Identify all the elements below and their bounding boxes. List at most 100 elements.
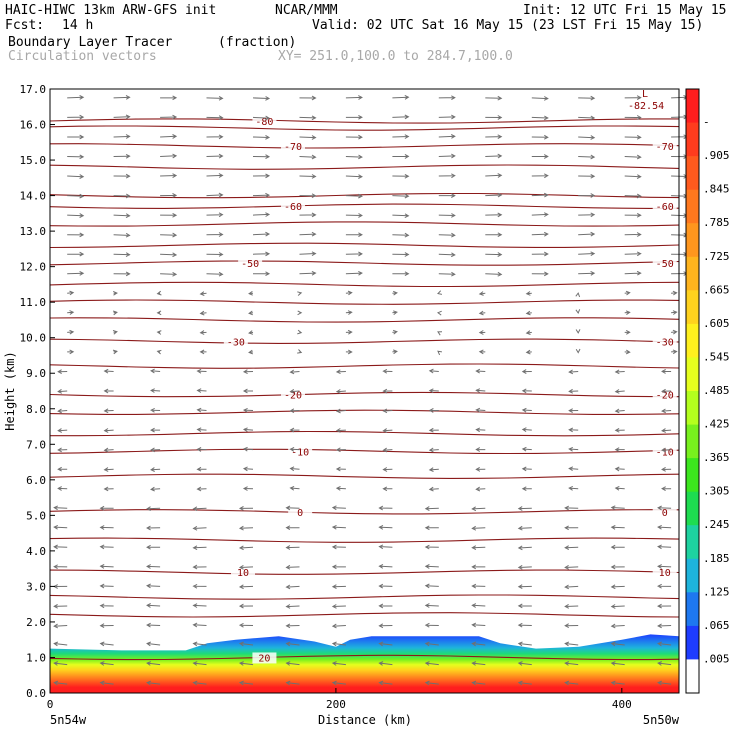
wind-vector bbox=[438, 252, 456, 258]
wind-vector bbox=[242, 407, 254, 413]
wind-vector bbox=[485, 95, 503, 101]
wind-vector bbox=[113, 95, 131, 100]
wind-vector bbox=[610, 661, 625, 666]
wind-vector bbox=[285, 661, 300, 666]
wind-vector bbox=[156, 310, 162, 316]
wind-vector bbox=[428, 388, 439, 394]
wind-vector bbox=[661, 369, 672, 374]
wind-vector bbox=[624, 251, 642, 257]
wind-vector bbox=[564, 641, 579, 647]
wind-vector bbox=[424, 680, 439, 686]
colorbar-label: .185 bbox=[703, 552, 730, 565]
wind-vector bbox=[99, 544, 114, 550]
wind-vector bbox=[146, 583, 161, 589]
wind-vector bbox=[146, 564, 161, 569]
wind-vector bbox=[661, 388, 672, 394]
wind-vector bbox=[475, 407, 486, 413]
colorbar-swatch bbox=[686, 424, 699, 459]
wind-vector bbox=[564, 584, 579, 590]
wind-vector bbox=[242, 446, 254, 452]
y-tick-label: 16.0 bbox=[20, 119, 47, 132]
wind-vector bbox=[160, 212, 178, 218]
wind-vector bbox=[238, 584, 254, 590]
colorbar-label: .605 bbox=[703, 317, 730, 330]
colorbar-label: .725 bbox=[703, 250, 730, 263]
colorbar-swatch bbox=[686, 256, 699, 291]
wind-vector bbox=[289, 427, 300, 433]
wind-vector bbox=[196, 486, 207, 492]
wind-vector bbox=[192, 641, 207, 647]
wind-vector bbox=[299, 193, 317, 199]
wind-vector bbox=[345, 193, 363, 199]
wind-vector bbox=[160, 271, 178, 277]
colorbar-swatch bbox=[686, 122, 699, 157]
boundary-layer-tracer-fill bbox=[50, 634, 679, 693]
wind-vector bbox=[146, 603, 161, 608]
isotherm-line bbox=[49, 409, 680, 415]
y-tick-label: 5.0 bbox=[26, 509, 46, 522]
wind-vector bbox=[485, 212, 503, 218]
wind-vector bbox=[525, 330, 532, 335]
wind-vector bbox=[67, 251, 85, 257]
wind-vector bbox=[521, 407, 532, 413]
colorbar-swatch bbox=[686, 592, 699, 627]
wind-vector bbox=[624, 95, 642, 100]
wind-vector bbox=[428, 368, 439, 374]
wind-vector bbox=[564, 525, 579, 531]
y-tick-label: 6.0 bbox=[26, 474, 46, 487]
wind-vector bbox=[113, 252, 131, 257]
wind-vector bbox=[424, 583, 439, 589]
wind-vector bbox=[289, 408, 300, 414]
wind-vector bbox=[671, 310, 678, 315]
wind-vector bbox=[156, 290, 162, 296]
wind-vector bbox=[252, 134, 271, 140]
valid-time: Valid: 02 UTC Sat 16 May 15 (23 LST Fri … bbox=[312, 18, 704, 33]
wind-vector bbox=[531, 173, 549, 179]
colorbar-label: .845 bbox=[703, 183, 730, 196]
colorbar-swatch bbox=[686, 156, 699, 191]
wind-vector bbox=[575, 348, 581, 354]
wind-vector bbox=[67, 174, 85, 179]
wind-vector bbox=[285, 623, 300, 629]
wind-vector bbox=[624, 193, 642, 199]
isotherm-line bbox=[49, 612, 680, 618]
wind-vector bbox=[378, 505, 393, 511]
isotherm-label-bg bbox=[281, 201, 306, 213]
wind-vector bbox=[428, 447, 439, 453]
wind-vector bbox=[610, 641, 625, 647]
wind-vector bbox=[661, 486, 672, 492]
wind-vector bbox=[67, 134, 85, 140]
wind-vector bbox=[192, 680, 207, 686]
wind-vector bbox=[531, 115, 549, 121]
wind-vector bbox=[67, 329, 75, 335]
wind-vector bbox=[103, 447, 114, 453]
wind-vector bbox=[661, 408, 672, 414]
wind-vector bbox=[99, 623, 114, 628]
wind-vector bbox=[345, 174, 363, 179]
isotherm-label: -50 bbox=[656, 259, 674, 270]
wind-vector bbox=[150, 407, 161, 413]
wind-vector bbox=[146, 622, 161, 628]
wind-vector bbox=[392, 329, 398, 335]
isotherm-line bbox=[49, 448, 680, 455]
isotherm-label-bg bbox=[652, 567, 677, 579]
isotherm-label-bg bbox=[281, 389, 306, 401]
wind-vector bbox=[471, 506, 486, 512]
isotherm-label: -10 bbox=[656, 447, 674, 458]
wind-vector bbox=[438, 134, 456, 139]
wind-vector bbox=[392, 94, 410, 100]
y-tick-label: 4.0 bbox=[26, 545, 46, 558]
wind-vector bbox=[238, 603, 254, 609]
wind-vector bbox=[575, 329, 581, 334]
isotherm-label-bg bbox=[652, 336, 677, 348]
colorbar-label: .065 bbox=[703, 619, 730, 632]
wind-vector bbox=[517, 564, 532, 570]
wind-vector bbox=[521, 446, 532, 452]
wind-vector bbox=[657, 661, 672, 666]
wind-vector bbox=[657, 564, 672, 569]
wind-vector bbox=[289, 485, 300, 491]
wind-vector bbox=[517, 641, 532, 647]
colorbar-swatch bbox=[686, 323, 699, 358]
isotherm-line bbox=[49, 125, 680, 131]
isotherm-label: -60 bbox=[656, 202, 674, 213]
